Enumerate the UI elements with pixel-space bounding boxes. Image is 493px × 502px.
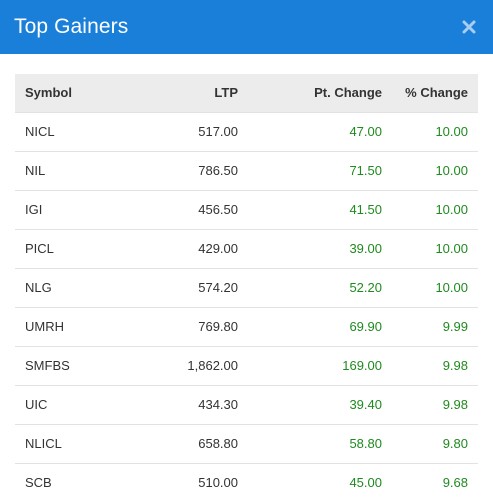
cell-symbol: SCB	[25, 475, 52, 491]
table-row[interactable]: PICL 429.00 39.00 10.00	[15, 229, 478, 268]
table-header-row: Symbol LTP Pt. Change % Change	[15, 74, 478, 112]
cell-pct-change: 10.00	[435, 241, 468, 256]
cell-pt-change: 47.00	[349, 124, 382, 139]
header-ltp: LTP	[214, 85, 238, 101]
cell-ltp: 574.20	[198, 280, 238, 295]
table-row[interactable]: NLG 574.20 52.20 10.00	[15, 268, 478, 307]
cell-symbol: NICL	[25, 124, 55, 139]
gainers-table: Symbol LTP Pt. Change % Change NICL 517.0…	[15, 74, 478, 502]
cell-ltp: 786.50	[198, 163, 238, 178]
modal-header: Top Gainers	[0, 0, 493, 54]
cell-pt-change: 58.80	[349, 436, 382, 451]
cell-symbol: NLICL	[25, 436, 62, 451]
cell-pct-change: 9.68	[442, 475, 468, 491]
header-pct-change: % Change	[405, 85, 468, 101]
cell-pct-change: 10.00	[435, 202, 468, 217]
cell-pct-change: 9.99	[442, 319, 468, 334]
cell-pt-change: 41.50	[349, 202, 382, 217]
cell-symbol: UIC	[25, 397, 48, 412]
header-symbol: Symbol	[25, 85, 72, 101]
cell-ltp: 658.80	[198, 436, 238, 451]
cell-symbol: NLG	[25, 280, 52, 295]
modal-title: Top Gainers	[14, 15, 129, 38]
cell-ltp: 429.00	[198, 241, 238, 256]
cell-pt-change: 71.50	[349, 163, 382, 178]
cell-pt-change: 39.40	[349, 397, 382, 412]
table-body: NICL 517.00 47.00 10.00 NIL 786.50 71.50 10.00 I…	[15, 112, 478, 502]
close-icon[interactable]	[459, 17, 479, 37]
cell-symbol: NIL	[25, 163, 46, 178]
cell-ltp: 769.80	[198, 319, 238, 334]
table-row[interactable]: NICL 517.00 47.00 10.00	[15, 112, 478, 151]
table-row[interactable]: NLICL 658.80 58.80 9.80	[15, 424, 478, 463]
cell-symbol: UMRH	[25, 319, 64, 334]
cell-pt-change: 45.00	[349, 475, 382, 491]
cell-symbol: PICL	[25, 241, 54, 256]
cell-pct-change: 9.98	[442, 397, 468, 412]
cell-symbol: IGI	[25, 202, 43, 217]
cell-pct-change: 10.00	[435, 280, 468, 295]
table-row[interactable]: UMRH 769.80 69.90 9.99	[15, 307, 478, 346]
modal-body: Symbol LTP Pt. Change % Change NICL 517.0…	[0, 54, 493, 502]
cell-pct-change: 10.00	[435, 124, 468, 139]
cell-pct-change: 9.98	[442, 358, 468, 373]
cell-ltp: 510.00	[198, 475, 238, 491]
cell-pt-change: 69.90	[349, 319, 382, 334]
cell-pt-change: 39.00	[349, 241, 382, 256]
cell-pct-change: 10.00	[435, 163, 468, 178]
table-row[interactable]: NIL 786.50 71.50 10.00	[15, 151, 478, 190]
cell-ltp: 1,862.00	[187, 358, 238, 373]
table-row[interactable]: SCB 510.00 45.00 9.68	[15, 463, 478, 502]
table-row[interactable]: SMFBS 1,862.00 169.00 9.98	[15, 346, 478, 385]
header-pt-change: Pt. Change	[314, 85, 382, 101]
close-icon-glyph	[462, 20, 476, 34]
cell-pt-change: 169.00	[342, 358, 382, 373]
table-row[interactable]: UIC 434.30 39.40 9.98	[15, 385, 478, 424]
cell-ltp: 517.00	[198, 124, 238, 139]
cell-ltp: 434.30	[198, 397, 238, 412]
cell-symbol: SMFBS	[25, 358, 70, 373]
cell-pct-change: 9.80	[442, 436, 468, 451]
cell-pt-change: 52.20	[349, 280, 382, 295]
table-row[interactable]: IGI 456.50 41.50 10.00	[15, 190, 478, 229]
cell-ltp: 456.50	[198, 202, 238, 217]
